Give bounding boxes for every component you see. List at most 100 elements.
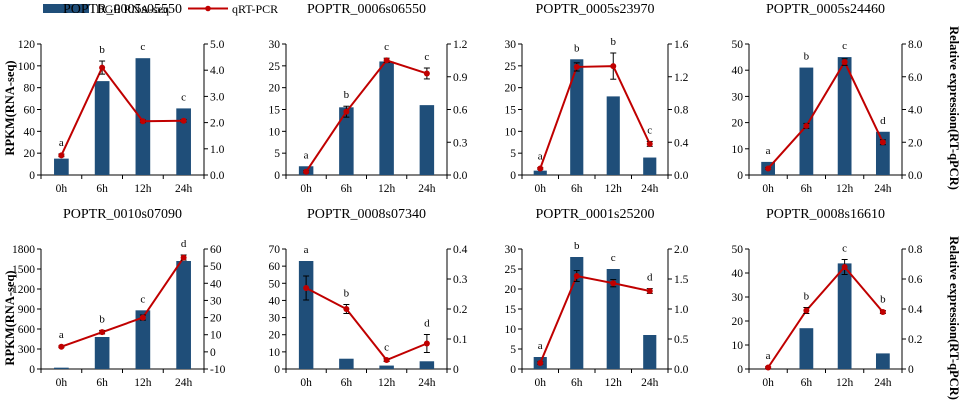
- qrt-pcr-point: [303, 285, 310, 291]
- bar: [570, 59, 584, 175]
- left-tick-label: 30: [732, 292, 744, 304]
- bar: [176, 261, 191, 369]
- qrt-pcr-point: [423, 70, 430, 77]
- x-tick-label: 0h: [535, 377, 547, 389]
- y-right-label-bottom: Relative expression(RT-qPCR): [947, 236, 960, 400]
- right-tick-label: 0.4: [674, 137, 689, 149]
- right-tick-label: 0.6: [908, 274, 923, 286]
- y-left-label-bottom: RPKM(RNA-seq): [3, 270, 17, 365]
- x-tick-label: 12h: [134, 183, 152, 195]
- qrt-pcr-point: [573, 63, 580, 70]
- significance-letter: c: [384, 41, 389, 53]
- left-tick-label: 20: [732, 118, 744, 130]
- left-tick-label: 20: [505, 284, 517, 296]
- x-tick-label: 24h: [175, 377, 193, 389]
- qrt-pcr-point: [383, 357, 390, 363]
- x-tick-label: 6h: [801, 377, 813, 389]
- x-tick-label: 0h: [56, 183, 68, 195]
- left-tick-label: 0: [274, 170, 280, 182]
- right-tick-label: 0.1: [453, 334, 468, 346]
- significance-letter: c: [140, 41, 145, 53]
- chart-panel-7: POPTR_0001s25200 0 5 10 15 20 25 30 0.0 0.5 1.0 1.5…: [505, 207, 689, 389]
- left-tick-label: 20: [269, 330, 281, 342]
- left-tick-label: 10: [269, 347, 281, 359]
- x-tick-label: 24h: [874, 377, 892, 389]
- significance-letter: a: [59, 329, 64, 341]
- right-tick-label: 50: [210, 261, 222, 273]
- left-tick-label: 0: [29, 170, 35, 182]
- right-tick-label: 30: [210, 295, 222, 307]
- right-tick-label: 3.0: [210, 91, 225, 103]
- qrt-pcr-point: [343, 108, 350, 115]
- significance-letter: c: [842, 40, 847, 52]
- qrt-pcr-point: [537, 360, 544, 366]
- significance-letter: a: [538, 151, 543, 163]
- left-tick-label: 40: [24, 126, 36, 138]
- left-tick-label: 50: [269, 278, 281, 290]
- x-tick-label: 0h: [300, 377, 312, 389]
- chart-panel-2: POPTR_0006s06550 0 5 10 15 20 25 30 0.0 0.3 0.6 0.9…: [269, 2, 468, 195]
- left-tick-label: 30: [269, 39, 281, 51]
- bar: [298, 261, 314, 369]
- significance-letter: b: [804, 291, 810, 303]
- qrt-pcr-point: [841, 264, 848, 270]
- right-tick-label: 0.2: [453, 304, 468, 316]
- bar: [643, 157, 657, 175]
- right-tick-label: 0.4: [908, 304, 923, 316]
- y-right-label-top: Relative expression(RT-qPCR): [947, 26, 960, 190]
- legend-bar-swatch: [43, 4, 89, 13]
- left-tick-label: 70: [269, 244, 281, 256]
- qrt-pcr-point: [383, 57, 390, 64]
- right-tick-label: 4.0: [210, 65, 225, 77]
- bar: [606, 96, 620, 175]
- x-tick-label: 0h: [762, 377, 774, 389]
- x-tick-label: 0h: [762, 183, 774, 195]
- significance-letter: b: [99, 313, 105, 325]
- bar: [339, 358, 354, 369]
- significance-letter: d: [424, 318, 430, 330]
- left-tick-label: 25: [505, 61, 517, 73]
- right-tick-label: 8.0: [908, 39, 923, 51]
- chart-title: POPTR_0005s24460: [766, 2, 885, 17]
- right-tick-label: 0: [210, 347, 216, 359]
- bar: [799, 67, 814, 175]
- right-tick-label: 5.0: [210, 39, 225, 51]
- x-tick-label: 12h: [836, 183, 854, 195]
- significance-letter: a: [304, 244, 309, 256]
- left-tick-label: 5: [274, 148, 280, 160]
- right-tick-label: 1.0: [674, 304, 689, 316]
- left-tick-label: 25: [269, 61, 281, 73]
- x-tick-label: 12h: [605, 183, 623, 195]
- chart-title: POPTR_0001s25200: [535, 207, 654, 222]
- qrt-pcr-point: [99, 329, 106, 336]
- x-tick-label: 6h: [571, 183, 583, 195]
- chart-title: POPTR_0008s16610: [766, 207, 885, 222]
- chart-title: POPTR_0008s07340: [307, 207, 426, 222]
- y-left-label-top: RPKM(RNA-seq): [3, 60, 17, 155]
- qrt-pcr-point: [646, 288, 653, 294]
- chart-title: POPTR_0005s05550: [63, 2, 182, 17]
- x-tick-label: 6h: [96, 377, 108, 389]
- left-tick-label: 0: [274, 364, 280, 376]
- right-tick-label: 0.8: [908, 244, 923, 256]
- significance-letter: c: [384, 342, 389, 354]
- significance-letter: c: [647, 124, 652, 136]
- legend-line-marker: [205, 5, 211, 12]
- left-tick-label: 10: [505, 324, 517, 336]
- left-tick-label: 900: [18, 304, 36, 316]
- right-tick-label: 4.0: [908, 105, 923, 117]
- left-tick-label: 25: [505, 264, 517, 276]
- significance-letter: b: [344, 89, 350, 101]
- legend-bar-label: DGE RNA-seq: [96, 2, 169, 16]
- qrt-pcr-point: [841, 59, 848, 66]
- chart-panel-3: POPTR_0005s23970 0 5 10 15 20 25 30 0.0 0.4 0.8 1.2…: [505, 2, 689, 195]
- bar: [799, 328, 814, 369]
- chart-panel-8: POPTR_0008s16610 0 10 20 30 40 50 0 0.2 0.4 0.6 0.8…: [732, 207, 923, 389]
- qrt-pcr-point: [610, 63, 617, 70]
- significance-letter: c: [181, 91, 186, 103]
- bar: [135, 58, 151, 175]
- bar: [379, 61, 394, 175]
- left-tick-label: 0: [737, 170, 743, 182]
